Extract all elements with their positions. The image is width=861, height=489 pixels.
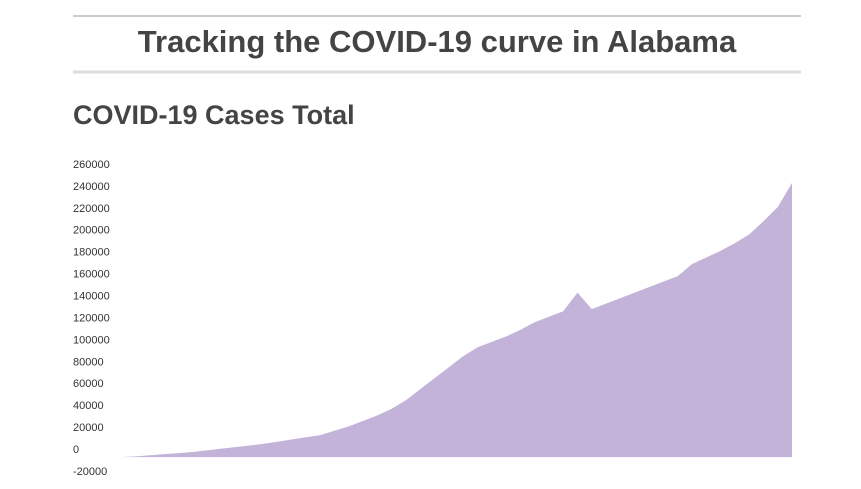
y-tick-label: 240000 xyxy=(73,181,110,193)
y-tick-label: 220000 xyxy=(73,203,110,215)
page-title: Tracking the COVID-19 curve in Alabama xyxy=(138,24,737,59)
y-tick-label: 60000 xyxy=(73,378,104,390)
y-tick-label: 0 xyxy=(73,444,79,456)
area xyxy=(120,183,792,458)
chart-title: COVID-19 Cases Total xyxy=(73,100,355,130)
y-tick-label: 40000 xyxy=(73,400,104,412)
y-tick-label: -20000 xyxy=(73,466,107,478)
y-tick-label: 180000 xyxy=(73,247,110,259)
y-tick-label: 120000 xyxy=(73,312,110,324)
y-tick-label: 80000 xyxy=(73,356,104,368)
y-tick-label: 160000 xyxy=(73,269,110,281)
y-tick-label: 140000 xyxy=(73,290,110,302)
y-tick-label: 260000 xyxy=(73,159,110,171)
y-tick-label: 100000 xyxy=(73,334,110,346)
y-tick-label: 200000 xyxy=(73,225,110,237)
y-tick-label: 20000 xyxy=(73,422,104,434)
